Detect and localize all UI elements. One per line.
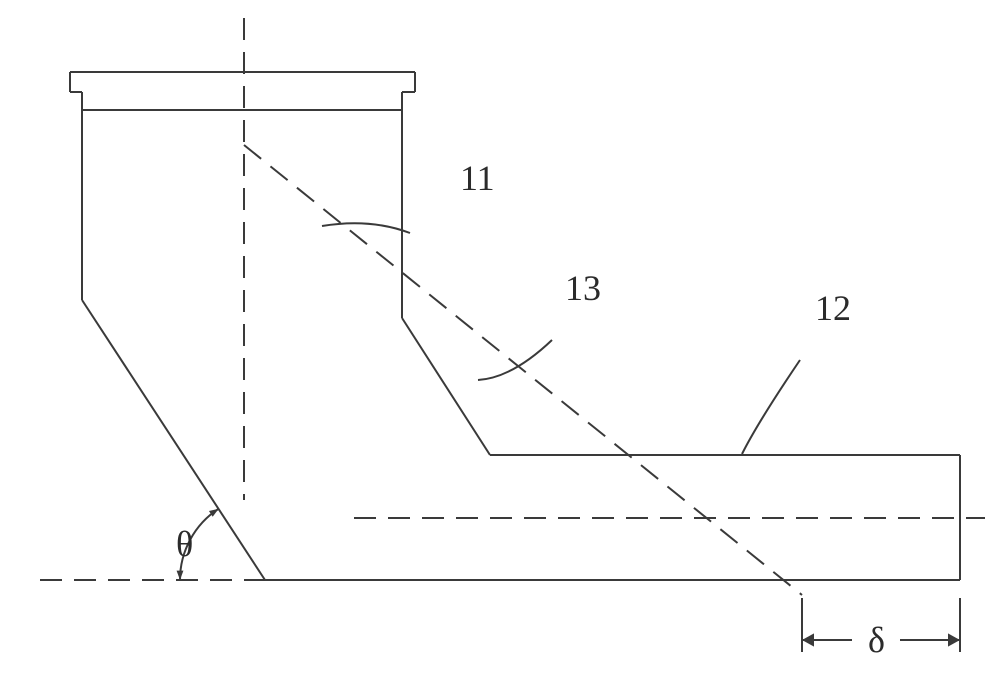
label-11: 11 (460, 158, 495, 198)
label-delta: δ (868, 620, 885, 660)
label-12: 12 (815, 288, 851, 328)
label-theta: θ (176, 524, 193, 564)
label-13: 13 (565, 268, 601, 308)
